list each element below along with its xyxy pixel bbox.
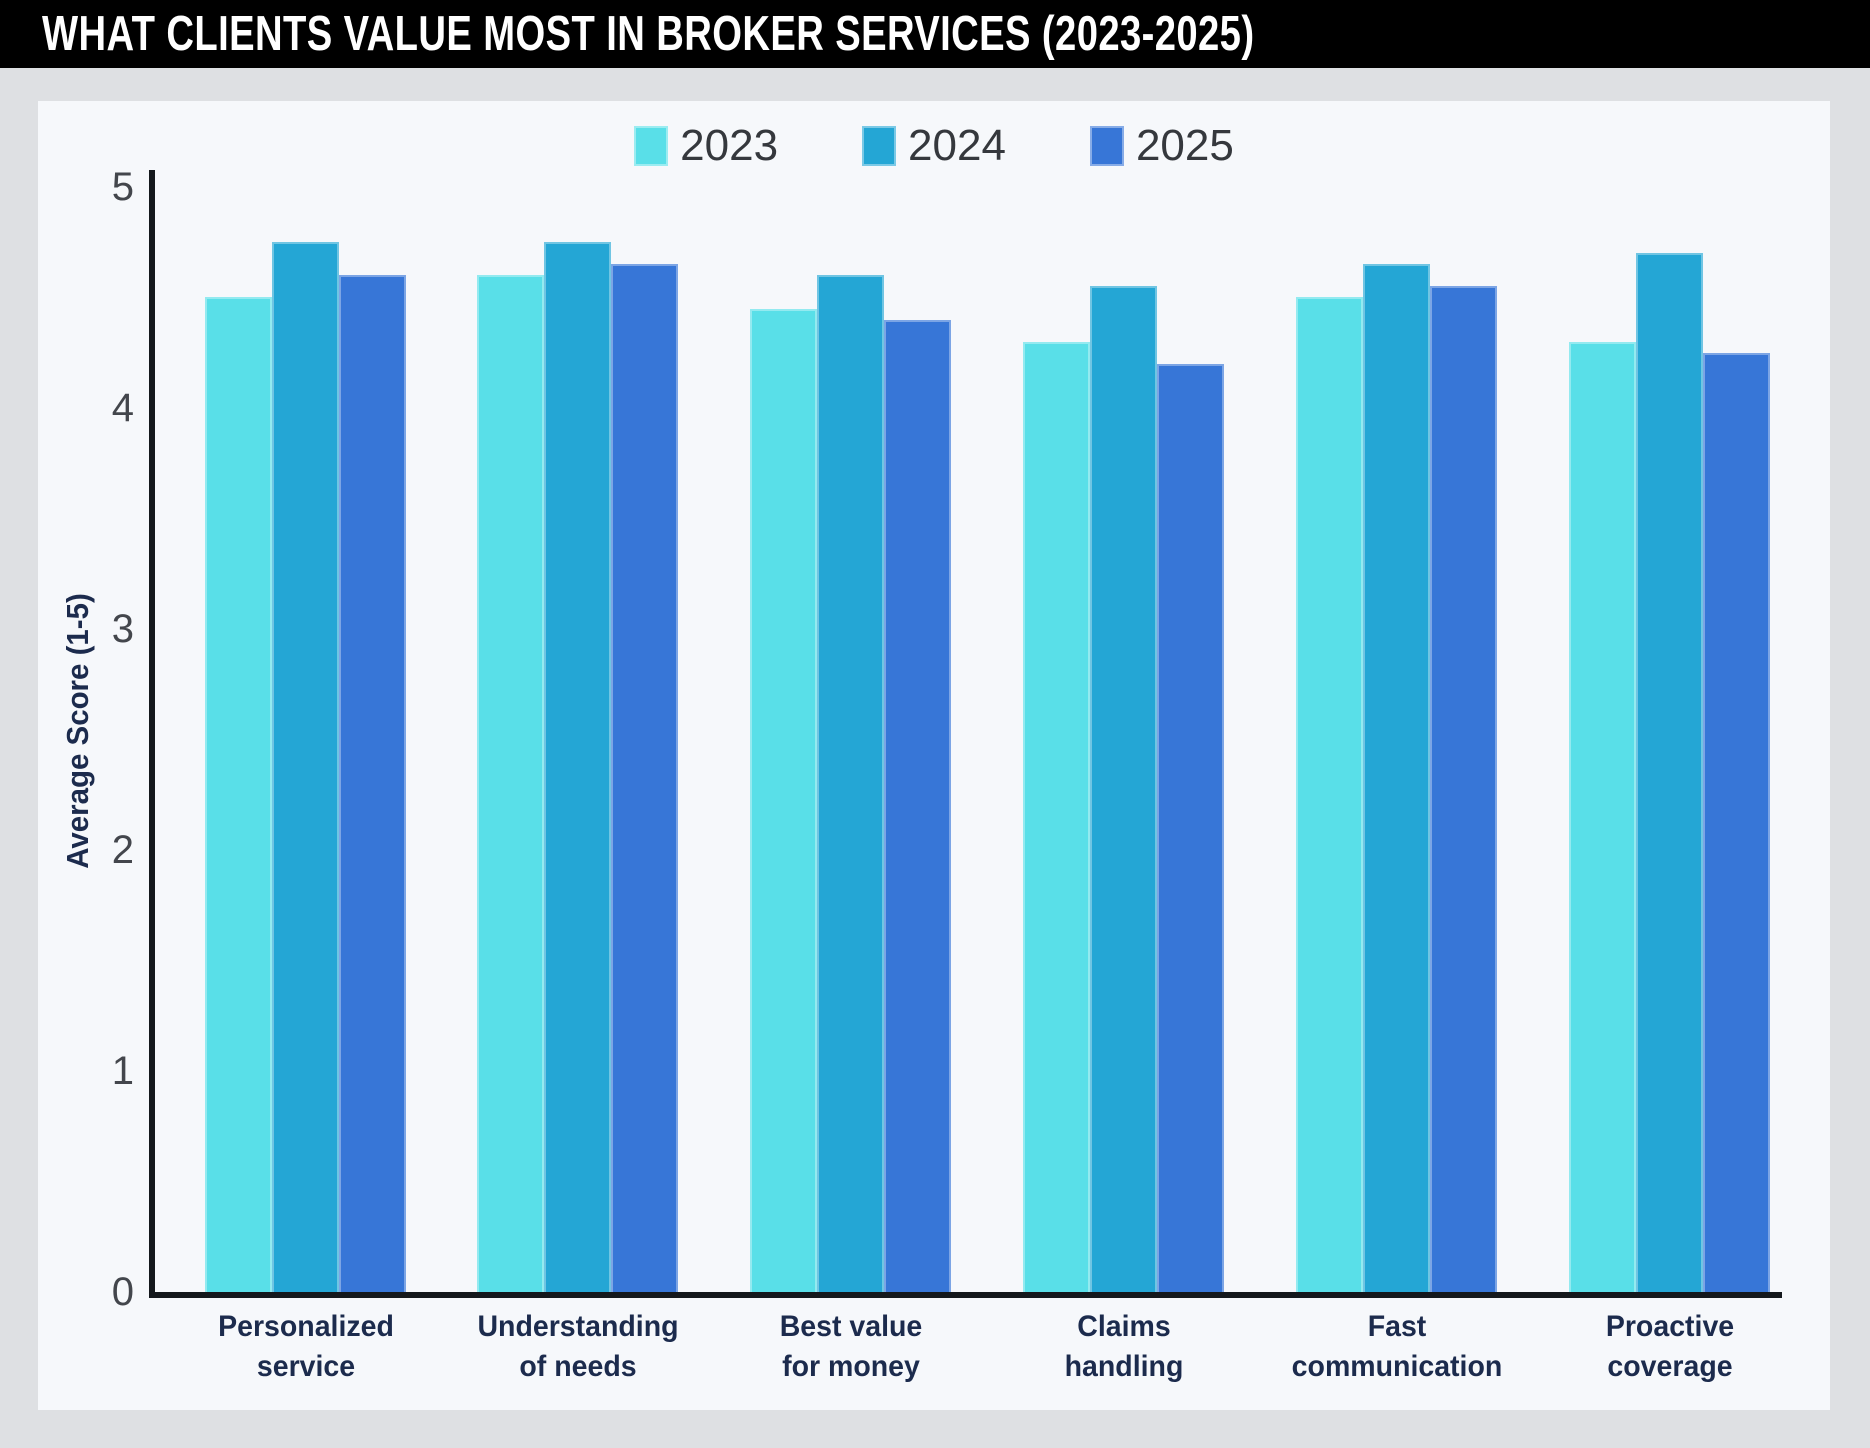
- bar-2025-proactive-coverage: [1703, 353, 1770, 1292]
- legend-swatch-2025: [1089, 126, 1124, 166]
- bar-2025-personalized-service: [339, 275, 406, 1292]
- legend-item-2023: 2023: [634, 123, 778, 169]
- bar-2024-claims-handling: [1090, 286, 1157, 1292]
- bar-2024-fast-communication: [1363, 264, 1430, 1292]
- bar-2024-understanding-of-needs: [544, 242, 611, 1292]
- bar-2023-claims-handling: [1023, 342, 1090, 1292]
- x-axis-label-best-value-for-money: Best value for money: [779, 1310, 922, 1383]
- bar-2025-best-value-for-money: [884, 320, 951, 1292]
- y-tick-label-4: 4: [111, 386, 134, 430]
- x-axis-label-personalized-service: Personalized service: [217, 1310, 394, 1383]
- chart-legend: 2023 2024 2025: [38, 123, 1830, 169]
- bar-2025-claims-handling: [1157, 364, 1224, 1292]
- bar-2023-fast-communication: [1296, 297, 1363, 1292]
- x-axis-label-claims-handling: Claims handling: [1064, 1310, 1183, 1383]
- page-title: WHAT CLIENTS VALUE MOST IN BROKER SERVIC…: [42, 7, 1255, 61]
- title-bar: WHAT CLIENTS VALUE MOST IN BROKER SERVIC…: [0, 0, 1870, 68]
- legend-label-2023: 2023: [680, 121, 779, 170]
- y-tick-label-5: 5: [111, 165, 134, 209]
- bar-2023-proactive-coverage: [1569, 342, 1636, 1292]
- bar-2023-understanding-of-needs: [477, 275, 544, 1292]
- legend-label-2025: 2025: [1135, 121, 1234, 170]
- legend-item-2024: 2024: [862, 123, 1006, 169]
- x-axis-label-fast-communication: Fast communication: [1291, 1310, 1502, 1383]
- bar-2023-personalized-service: [205, 297, 272, 1292]
- bar-2024-best-value-for-money: [817, 275, 884, 1292]
- y-tick-label-0: 0: [111, 1270, 134, 1314]
- y-tick-label-1: 1: [111, 1049, 134, 1093]
- y-tick-label-2: 2: [111, 828, 134, 872]
- x-axis-label-proactive-coverage: Proactive coverage: [1605, 1310, 1734, 1383]
- legend-item-2025: 2025: [1089, 121, 1234, 170]
- legend-swatch-2023: [634, 126, 669, 166]
- y-tick-label-3: 3: [111, 607, 134, 651]
- legend-label-2024: 2024: [908, 121, 1006, 170]
- y-axis-line: [149, 170, 155, 1298]
- x-axis-line: [149, 1292, 1782, 1298]
- bar-2024-proactive-coverage: [1636, 253, 1703, 1292]
- bar-2023-best-value-for-money: [750, 309, 817, 1292]
- bar-2024-personalized-service: [272, 242, 339, 1292]
- bar-2025-understanding-of-needs: [611, 264, 678, 1292]
- legend-swatch-2024: [862, 126, 897, 166]
- bar-2025-fast-communication: [1430, 286, 1497, 1292]
- x-axis-label-understanding-of-needs: Understanding of needs: [476, 1310, 679, 1383]
